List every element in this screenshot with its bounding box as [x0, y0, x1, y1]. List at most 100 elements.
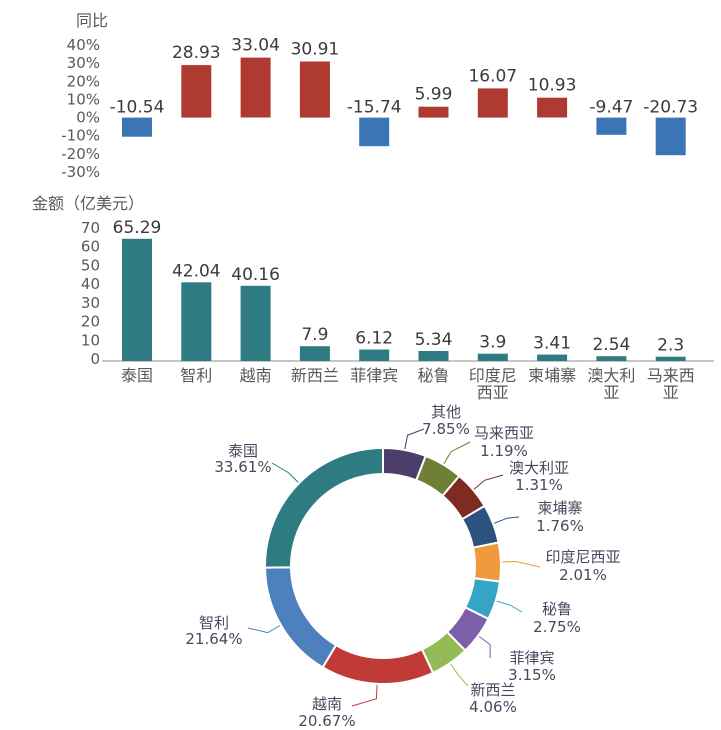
yoy-axis-tick: 0% — [76, 109, 100, 127]
amount-category-label: 亚 — [663, 383, 679, 402]
donut-label-name-3: 柬埔寨 — [537, 499, 582, 517]
amount-value-label: 3.9 — [479, 333, 506, 353]
donut-label-name-0: 其他 — [431, 403, 461, 421]
amount-chart-title: 金额（亿美元） — [32, 194, 145, 213]
donut-leader-line-3 — [493, 516, 520, 524]
amount-bar-9 — [655, 356, 686, 361]
donut-label-pct-4: 2.01% — [559, 566, 607, 584]
donut-slice-8 — [321, 643, 435, 685]
yoy-value-label: 16.07 — [468, 66, 517, 86]
amount-bar-6 — [477, 353, 508, 361]
donut-label-name-9: 智利 — [199, 614, 229, 632]
amount-value-label: 2.3 — [657, 336, 684, 356]
amount-category-label: 印度尼 — [469, 366, 517, 385]
donut-leader-line-2 — [473, 474, 504, 490]
yoy-bar-5 — [418, 106, 449, 118]
donut-leader-line-1 — [443, 441, 471, 464]
amount-category-label: 智利 — [180, 366, 212, 385]
amount-bar-4 — [359, 349, 390, 361]
donut-label-name-4: 印度尼西亚 — [545, 548, 620, 566]
yoy-bar-0 — [122, 117, 152, 137]
donut-leader-line-4 — [501, 560, 541, 568]
yoy-value-label: -20.73 — [643, 98, 698, 118]
amount-value-label: 65.29 — [113, 218, 162, 238]
donut-label-pct-2: 1.31% — [515, 476, 563, 494]
amount-axis-tick: 40 — [81, 275, 100, 293]
amount-value-label: 5.34 — [415, 330, 453, 350]
amount-category-label: 泰国 — [121, 366, 153, 385]
amount-category-label: 马来西 — [647, 366, 695, 385]
yoy-bar-2 — [240, 57, 271, 118]
yoy-value-label: -9.47 — [589, 98, 633, 118]
donut-label-pct-1: 1.19% — [480, 442, 528, 460]
amount-value-label: 7.9 — [301, 325, 328, 345]
yoy-bar-chart: 40%30%20%10%0%-10%-20%-30% -10.54 28.93 33.… — [61, 36, 698, 181]
donut-leader-line-10 — [271, 462, 299, 483]
yoy-chart-title: 同比 — [76, 11, 109, 30]
amount-axis-tick: 50 — [81, 256, 100, 274]
donut-label-name-1: 马来西亚 — [474, 424, 534, 442]
amount-axis-tick: 70 — [81, 219, 100, 237]
donut-label-name-5: 秘鲁 — [542, 600, 572, 618]
amount-bar-8 — [596, 356, 627, 361]
yoy-value-label: 10.93 — [528, 76, 577, 96]
donut-label-name-10: 泰国 — [228, 442, 258, 460]
donut-leader-line-7 — [450, 663, 469, 687]
donut-leader-line-0 — [404, 428, 425, 450]
yoy-axis-tick: -10% — [61, 127, 100, 145]
yoy-bar-3 — [299, 61, 330, 118]
donut-slice-10 — [263, 446, 384, 569]
yoy-axis-tick: -30% — [61, 163, 100, 181]
amount-axis-tick: 60 — [81, 238, 100, 256]
donut-label-name-7: 新西兰 — [470, 681, 515, 699]
amount-category-label: 秘鲁 — [417, 366, 449, 385]
yoy-value-label: 5.99 — [415, 85, 453, 105]
yoy-axis-tick: 20% — [67, 72, 100, 90]
share-donut-chart: 其他7.85% 马来西亚1.19%澳大利亚1.31%柬埔寨1.76%印度尼西亚2.… — [185, 403, 620, 730]
donut-leader-line-9 — [247, 625, 281, 634]
yoy-bar-1 — [181, 65, 212, 118]
donut-leader-line-6 — [478, 635, 491, 659]
amount-bar-0 — [122, 238, 152, 361]
yoy-bar-6 — [477, 88, 508, 118]
amount-bar-2 — [240, 285, 271, 361]
amount-bar-7 — [537, 354, 568, 361]
amount-category-label: 西亚 — [477, 383, 509, 402]
amount-axis-tick: 0 — [90, 350, 100, 368]
donut-leader-line-8 — [351, 684, 378, 707]
yoy-bar-9 — [655, 117, 686, 156]
amount-value-label: 42.04 — [172, 261, 221, 281]
donut-label-pct-9: 21.64% — [185, 630, 242, 648]
donut-label-pct-3: 1.76% — [536, 517, 584, 535]
amount-category-label: 新西兰 — [291, 366, 339, 385]
yoy-value-label: 28.93 — [172, 43, 221, 63]
yoy-value-label: 30.91 — [291, 40, 340, 60]
donut-label-pct-10: 33.61% — [214, 458, 271, 476]
yoy-value-label: -15.74 — [347, 98, 402, 118]
amount-bar-3 — [299, 346, 330, 361]
amount-value-label: 6.12 — [355, 329, 393, 349]
donut-slice-4 — [472, 541, 503, 583]
amount-category-label: 亚 — [603, 383, 619, 402]
amount-axis-tick: 30 — [81, 294, 100, 312]
yoy-bar-8 — [596, 117, 627, 135]
donut-label-pct-5: 2.75% — [533, 618, 581, 636]
amount-bar-5 — [418, 351, 449, 361]
amount-value-label: 2.54 — [592, 335, 630, 355]
yoy-axis-tick: 30% — [67, 54, 100, 72]
yoy-value-label: -10.54 — [110, 98, 165, 118]
yoy-axis-tick: 10% — [67, 90, 100, 108]
yoy-bar-4 — [359, 117, 390, 147]
amount-value-label: 3.41 — [533, 334, 571, 354]
yoy-value-label: 33.04 — [231, 36, 280, 56]
amount-axis-tick: 10 — [81, 331, 100, 349]
donut-slice-9 — [263, 566, 338, 669]
donut-label-pct-7: 4.06% — [469, 698, 517, 716]
amount-category-label: 菲律宾 — [350, 366, 398, 385]
yoy-axis-tick: -20% — [61, 145, 100, 163]
yoy-axis-tick: 40% — [67, 36, 100, 54]
amount-bar-1 — [181, 282, 212, 361]
donut-leader-line-5 — [496, 600, 523, 613]
